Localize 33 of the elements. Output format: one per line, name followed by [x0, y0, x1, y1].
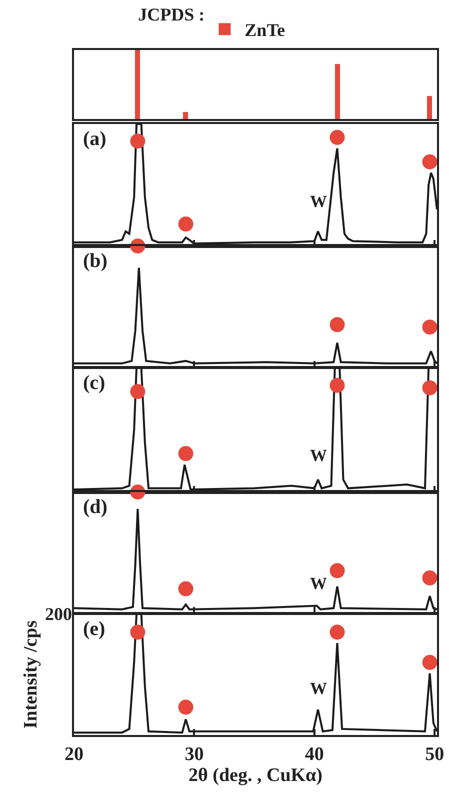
- point: [130, 384, 146, 400]
- point: [178, 446, 194, 462]
- annotation: (a): [83, 128, 106, 150]
- point: [422, 380, 438, 396]
- annotation: (c): [83, 372, 106, 394]
- x-tick-label: 40: [304, 744, 324, 765]
- point: [330, 130, 345, 145]
- x-tick-label: 30: [184, 744, 204, 765]
- annotation: W: [310, 574, 327, 593]
- x-tick-label: 50: [425, 744, 444, 765]
- bar: [335, 64, 340, 119]
- annotation: W: [310, 679, 327, 698]
- point: [178, 581, 194, 596]
- point: [330, 563, 345, 578]
- chart-title: JCPDS :: [138, 4, 205, 24]
- annotation: (d): [83, 496, 108, 518]
- point: [130, 134, 146, 149]
- bar: [135, 50, 140, 119]
- annotation: W: [310, 192, 327, 211]
- bar: [183, 112, 188, 119]
- text: 200: [45, 604, 72, 624]
- annotation: (e): [83, 618, 106, 640]
- y-axis-title: Intensity /cps: [20, 620, 42, 729]
- point: [422, 154, 438, 170]
- x-axis-title: 2θ (deg. , CuKα): [188, 765, 322, 786]
- point: [330, 378, 345, 393]
- annotation: W: [310, 446, 327, 465]
- point: [422, 570, 438, 586]
- point: [178, 216, 194, 232]
- legend-label: ZnTe: [244, 20, 286, 40]
- x-tick-label: 20: [64, 744, 84, 765]
- bar: [427, 96, 432, 119]
- annotation: (b): [83, 250, 108, 272]
